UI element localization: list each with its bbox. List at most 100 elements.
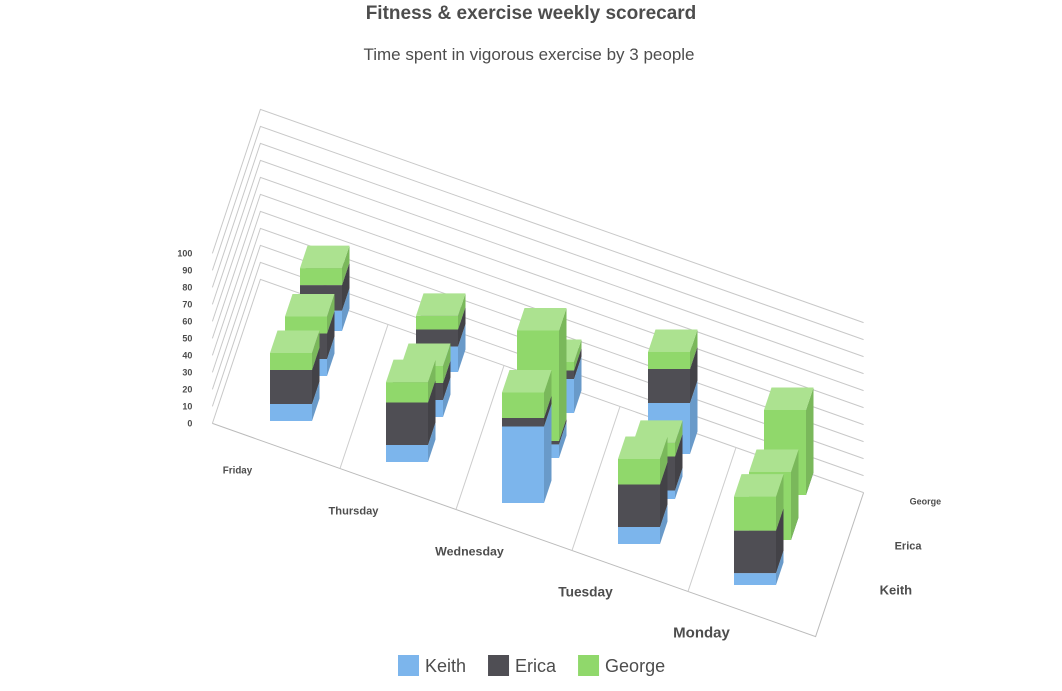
- chart-subtitle: Time spent in vigorous exercise by 3 peo…: [363, 45, 694, 64]
- bar-side: [327, 336, 335, 376]
- bar-side: [312, 347, 320, 404]
- bar-side: [690, 380, 698, 454]
- bar-top: [300, 245, 350, 269]
- bar: [648, 369, 690, 403]
- bar-side: [559, 421, 567, 458]
- y-tick-label: 90: [182, 265, 192, 275]
- legend-label[interactable]: Erica: [515, 656, 557, 676]
- legend-swatch[interactable]: [488, 655, 510, 676]
- floor-line: [455, 365, 505, 510]
- bar-side: [574, 348, 582, 379]
- x-tick-label: Friday: [223, 466, 253, 477]
- bar-side: [458, 293, 466, 330]
- bar-side: [342, 262, 350, 311]
- bar-side: [660, 436, 668, 485]
- grid-line: [211, 125, 864, 341]
- legend-label[interactable]: George: [605, 656, 665, 676]
- bar-side: [443, 377, 451, 417]
- bar-side: [660, 462, 668, 527]
- floor-line: [339, 324, 389, 469]
- bar-top: [749, 449, 799, 472]
- legend: Keith Erica George: [398, 655, 665, 676]
- bar-side: [428, 422, 436, 462]
- x-tick-label: Wednesday: [435, 545, 504, 559]
- bar-side: [776, 474, 784, 531]
- bar-side: [544, 404, 552, 503]
- legend-swatch[interactable]: [578, 655, 600, 676]
- chart-title: Fitness & exercise weekly scorecard: [366, 3, 697, 24]
- bar: [416, 329, 458, 347]
- bar-side: [776, 550, 784, 585]
- bar-side: [443, 343, 451, 383]
- bar: [502, 392, 544, 418]
- bar-side: [428, 380, 436, 445]
- floor-edge: [212, 422, 865, 638]
- bar-side: [544, 395, 552, 427]
- y-tick-label: 0: [187, 418, 192, 428]
- bar-top: [517, 308, 567, 331]
- legend-label[interactable]: Keith: [425, 656, 466, 676]
- legend-swatch[interactable]: [398, 655, 419, 676]
- grid-line: [211, 108, 864, 324]
- bar: [300, 268, 342, 286]
- bar: [416, 315, 458, 330]
- bar-side: [574, 356, 582, 413]
- bar: [648, 352, 690, 369]
- grid-line: [211, 176, 864, 392]
- bar-top: [416, 293, 466, 316]
- z-tick-label: George: [910, 497, 942, 507]
- bar-side: [312, 381, 320, 421]
- y-tick-label: 20: [182, 384, 192, 394]
- y-tick-label: 60: [182, 316, 192, 326]
- bar: [285, 316, 327, 334]
- y-tick-label: 10: [182, 401, 192, 411]
- grid-line: [211, 159, 864, 375]
- bar-top: [734, 474, 784, 497]
- bar-side: [312, 330, 320, 370]
- bar-side: [690, 346, 698, 403]
- bar-side: [342, 288, 350, 331]
- bar-side: [675, 468, 683, 499]
- bar: [386, 382, 428, 403]
- x-tick-label: Tuesday: [558, 585, 613, 600]
- bar: [502, 426, 544, 503]
- floor-line: [571, 406, 621, 551]
- bar-side: [776, 508, 784, 574]
- bar-side: [458, 307, 466, 347]
- bar-top: [386, 359, 436, 383]
- bar-side: [443, 360, 451, 400]
- bar: [270, 370, 312, 404]
- bar: [386, 445, 428, 462]
- plot: 0 10 20 30 40 50 60 70 80 90 100 Monday Tuesday Wedne…: [177, 108, 942, 642]
- x-tick-label: Thursday: [329, 506, 380, 518]
- bar-top: [618, 436, 668, 459]
- bar-side: [559, 418, 567, 445]
- bar-side: [327, 311, 335, 359]
- bar: [618, 484, 660, 527]
- bar: [618, 459, 660, 485]
- bar-side: [327, 294, 335, 334]
- y-tick-label: 80: [182, 282, 192, 292]
- bar: [386, 402, 428, 445]
- bar-side: [791, 449, 799, 540]
- bar-side: [675, 434, 683, 491]
- y-tick-label: 30: [182, 367, 192, 377]
- bar-side: [458, 324, 466, 372]
- bar: [270, 353, 312, 370]
- y-tick-label: 100: [177, 248, 192, 258]
- bar: [734, 573, 776, 585]
- bar-side: [660, 504, 668, 544]
- bar-top: [270, 330, 320, 353]
- x-tick-label: Monday: [673, 625, 730, 642]
- bar-side: [806, 387, 814, 495]
- z-tick-label: Erica: [895, 541, 923, 553]
- bar: [734, 530, 776, 574]
- y-tick-label: 70: [182, 299, 192, 309]
- bar: [734, 496, 776, 531]
- y-tick-label: 50: [182, 333, 192, 343]
- bar-side: [690, 329, 698, 369]
- bar: [618, 527, 660, 544]
- bar-side: [559, 308, 567, 441]
- bar-top: [648, 329, 698, 352]
- bar-top: [502, 370, 552, 393]
